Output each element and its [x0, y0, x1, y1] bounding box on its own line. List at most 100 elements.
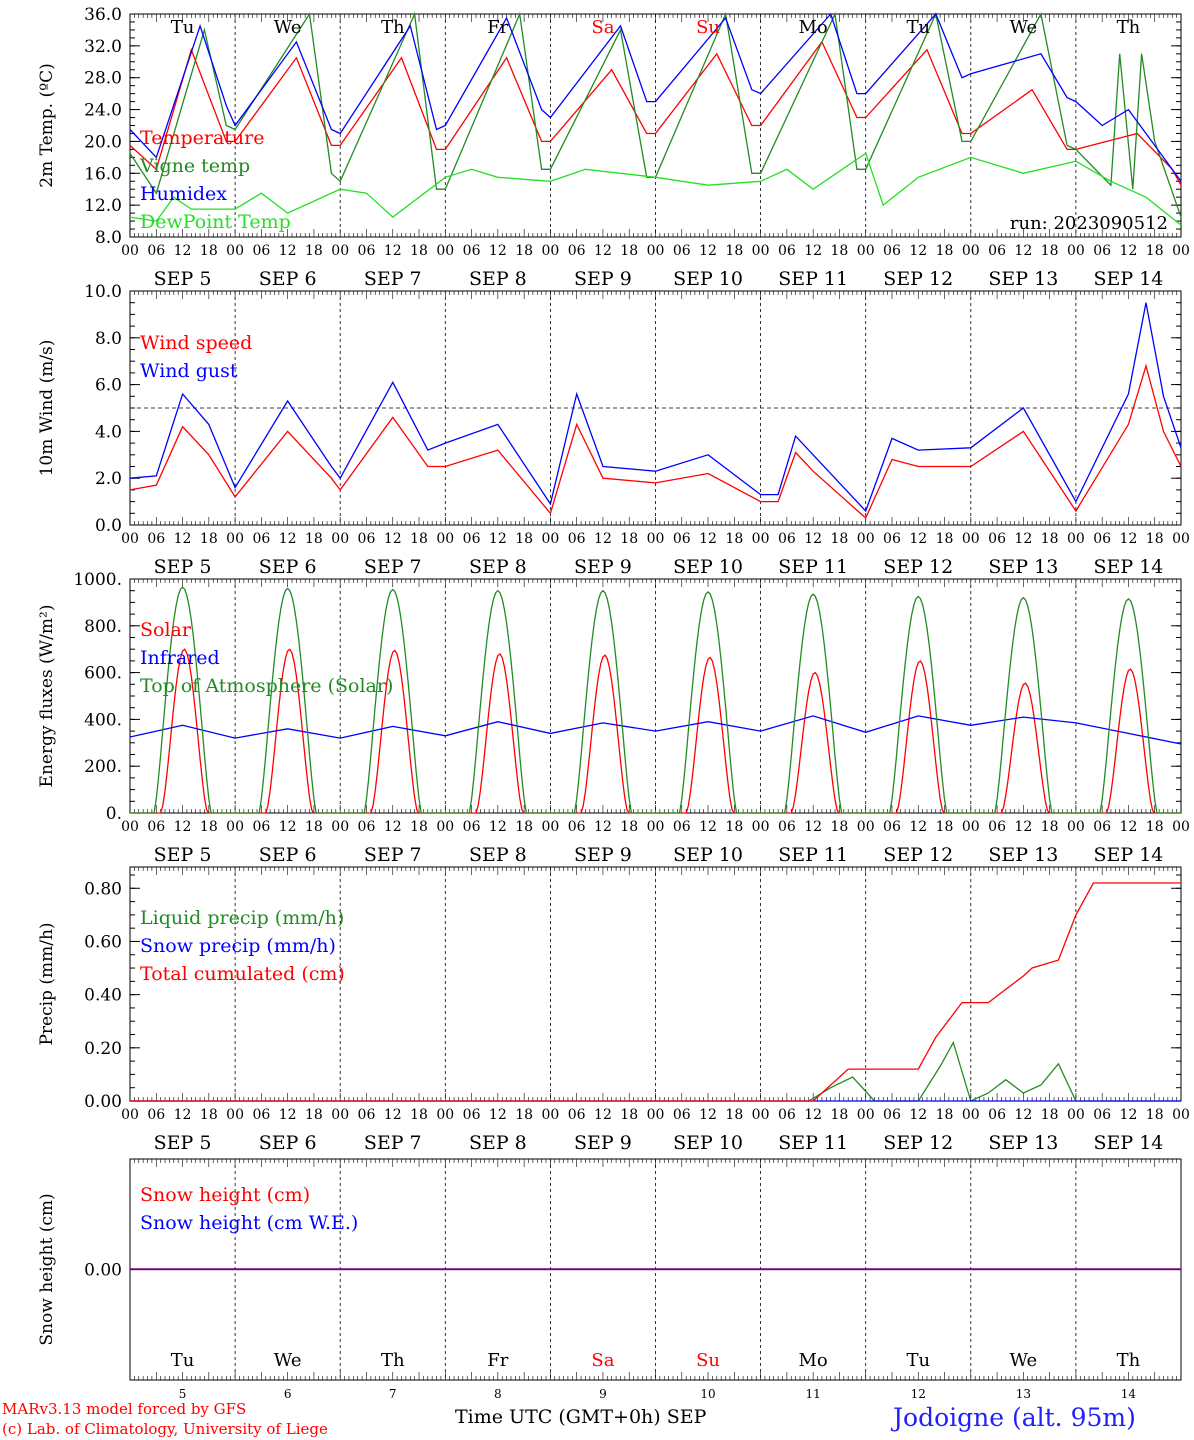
hour-label: 12 [279, 531, 297, 547]
hour-label: 12 [279, 819, 297, 835]
hour-label: 06 [252, 243, 270, 259]
y-tick-label: 600. [84, 664, 122, 684]
date-label: SEP 11 [778, 268, 848, 290]
hour-label: 18 [515, 1107, 533, 1123]
hour-label: 12 [279, 1107, 297, 1123]
hour-label: 06 [463, 531, 481, 547]
y-tick-label: 6.0 [95, 376, 122, 396]
weekday-label: Th [381, 17, 405, 38]
hour-label: 00 [857, 1107, 875, 1123]
hour-label: 12 [594, 531, 612, 547]
day-number-label: 5 [179, 1387, 187, 1401]
hour-label: 00 [226, 819, 244, 835]
hour-label: 00 [436, 243, 454, 259]
hour-label: 18 [1041, 819, 1059, 835]
date-label: SEP 8 [469, 844, 527, 866]
hour-label: 18 [725, 531, 743, 547]
hour-label: 12 [909, 243, 927, 259]
hour-label: 18 [936, 819, 954, 835]
legend-entry: Liquid precip (mm/h) [140, 907, 344, 929]
weekday-label: Tu [171, 1350, 195, 1371]
hour-label: 06 [358, 1107, 376, 1123]
y-tick-label: 2.0 [95, 469, 122, 489]
date-label: SEP 9 [574, 844, 632, 866]
hour-label: 12 [804, 819, 822, 835]
hour-label: 06 [568, 243, 586, 259]
hour-label: 06 [673, 1107, 691, 1123]
date-label: SEP 8 [469, 1132, 527, 1154]
weekday-label: Mo [799, 17, 828, 38]
hour-label: 00 [331, 243, 349, 259]
hour-label: 12 [174, 819, 192, 835]
hour-label: 18 [831, 819, 849, 835]
date-label: SEP 5 [154, 268, 212, 290]
series-top-of-atmosphere-solar [130, 586, 1181, 814]
hour-label: 06 [568, 819, 586, 835]
date-label: SEP 14 [1094, 556, 1164, 578]
date-label: SEP 12 [883, 844, 953, 866]
legend-entry: Infrared [140, 647, 220, 669]
date-label: SEP 6 [259, 1132, 317, 1154]
hour-label: 06 [673, 819, 691, 835]
hour-label: 18 [1041, 1107, 1059, 1123]
hour-label: 00 [647, 531, 665, 547]
weekday-label: We [274, 17, 302, 38]
date-label: SEP 10 [673, 1132, 743, 1154]
hour-label: 06 [673, 531, 691, 547]
hour-label: 18 [515, 531, 533, 547]
hour-label: 12 [384, 243, 402, 259]
series-dewpoint-temp [129, 152, 1182, 226]
hour-label: 18 [620, 1107, 638, 1123]
hour-label: 18 [200, 819, 218, 835]
hour-label: 12 [279, 243, 297, 259]
hour-label: 00 [962, 819, 980, 835]
hour-label: 18 [831, 243, 849, 259]
date-label: SEP 5 [154, 556, 212, 578]
hour-label: 12 [699, 1107, 717, 1123]
hour-label: 06 [463, 243, 481, 259]
hour-label: 12 [594, 1107, 612, 1123]
hour-label: 18 [1146, 1107, 1164, 1123]
weekday-label: Tu [906, 17, 930, 38]
hour-label: 00 [541, 1107, 559, 1123]
weekday-label: Fr [487, 17, 508, 38]
y-tick-label: 4.0 [95, 422, 122, 442]
model-credit: MARv3.13 model forced by GFS [2, 1400, 247, 1418]
hour-label: 12 [174, 1107, 192, 1123]
hour-label: 00 [962, 1107, 980, 1123]
date-label: SEP 14 [1094, 268, 1164, 290]
weekday-label: Sa [591, 1350, 614, 1371]
hour-label: 12 [594, 819, 612, 835]
hour-label: 00 [541, 531, 559, 547]
date-label: SEP 14 [1094, 844, 1164, 866]
hour-label: 12 [804, 1107, 822, 1123]
hour-label: 00 [752, 243, 770, 259]
hour-label: 18 [410, 1107, 428, 1123]
hour-label: 18 [725, 243, 743, 259]
date-label: SEP 5 [154, 844, 212, 866]
y-tick-label: 0.40 [84, 986, 122, 1006]
series-wind-speed [129, 363, 1182, 520]
hour-label: 00 [752, 819, 770, 835]
hour-label: 00 [226, 243, 244, 259]
series-vigne-temp [129, 11, 1182, 218]
date-label: SEP 6 [259, 268, 317, 290]
hour-label: 12 [174, 243, 192, 259]
hour-label: 12 [699, 531, 717, 547]
date-label: SEP 5 [154, 1132, 212, 1154]
y-tick-label: 16.0 [84, 164, 122, 184]
hour-label: 06 [1093, 531, 1111, 547]
y-axis-label: 2m Temp. (ºC) [37, 63, 57, 188]
hour-label: 12 [1120, 1107, 1138, 1123]
hour-label: 18 [936, 531, 954, 547]
date-label: SEP 13 [988, 556, 1058, 578]
hour-label: 00 [331, 531, 349, 547]
weekday-label: Th [1117, 1350, 1141, 1371]
hour-label: 18 [410, 243, 428, 259]
hour-label: 06 [568, 531, 586, 547]
hour-label: 00 [857, 819, 875, 835]
hour-label: 18 [410, 819, 428, 835]
hour-label: 06 [673, 243, 691, 259]
hour-label: 18 [725, 1107, 743, 1123]
hour-label: 18 [305, 1107, 323, 1123]
